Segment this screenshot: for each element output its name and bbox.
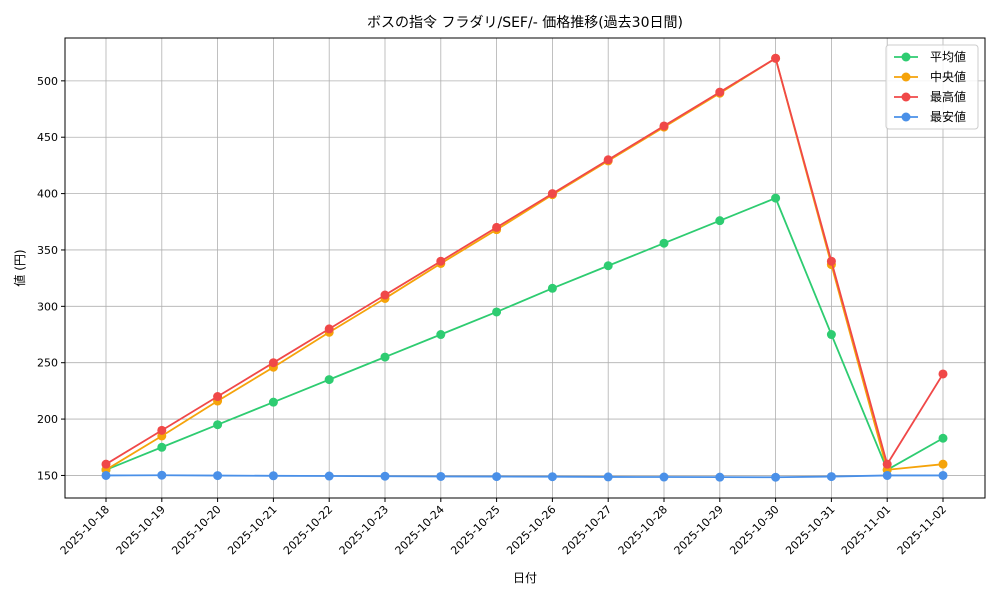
series-line	[105, 56, 944, 467]
data-point	[826, 472, 836, 482]
data-point	[380, 471, 390, 481]
legend-label: 平均値	[930, 49, 966, 64]
legend-marker	[901, 72, 911, 82]
data-point	[547, 472, 557, 482]
data-point	[882, 459, 892, 469]
plot-frame	[64, 37, 986, 499]
y-tick-label: 450	[37, 131, 58, 144]
data-point	[213, 392, 223, 402]
data-point	[157, 425, 167, 435]
x-tick-label: 2025-10-27	[560, 503, 614, 557]
legend-box	[885, 44, 979, 130]
data-point	[715, 87, 725, 97]
data-point	[101, 470, 111, 480]
data-point	[101, 459, 111, 469]
y-tick-label: 350	[37, 244, 58, 257]
chart-title: ボスの指令 フラダリ/SEF/- 価格推移(過去30日間)	[367, 15, 683, 31]
series-4	[101, 470, 948, 482]
legend-marker	[901, 52, 911, 62]
data-point	[380, 290, 390, 300]
data-point	[938, 433, 948, 443]
legend-marker	[901, 92, 911, 102]
x-tick-label: 2025-10-31	[783, 503, 837, 557]
x-tick-label: 2025-10-21	[225, 503, 279, 557]
data-point	[659, 238, 669, 248]
y-axis: 150 200 250 300 350 400 450 500	[37, 75, 65, 482]
data-point	[882, 470, 892, 480]
data-point	[659, 472, 669, 482]
data-point	[659, 121, 669, 131]
data-point	[771, 193, 781, 203]
y-tick-label: 200	[37, 413, 58, 426]
data-point	[938, 470, 948, 480]
series-2	[101, 53, 948, 475]
data-point	[492, 222, 502, 232]
data-point	[436, 256, 446, 266]
x-axis-label: 日付	[513, 571, 537, 585]
data-point	[213, 420, 223, 430]
data-point	[213, 471, 223, 481]
data-point	[492, 307, 502, 317]
data-point	[492, 472, 502, 482]
x-tick-label: 2025-10-26	[504, 503, 558, 557]
data-point	[938, 369, 948, 379]
data-point	[826, 256, 836, 266]
x-axis: 2025-10-18 2025-10-19 2025-10-20 2025-10-21…	[58, 498, 949, 557]
data-point	[324, 471, 334, 481]
data-point	[324, 375, 334, 385]
data-point	[436, 330, 446, 340]
x-tick-label: 2025-10-23	[337, 503, 391, 557]
x-tick-label: 2025-10-19	[114, 503, 168, 557]
y-tick-label: 300	[37, 300, 58, 313]
data-point	[771, 53, 781, 63]
data-point	[715, 472, 725, 482]
data-point	[603, 261, 613, 271]
x-tick-label: 2025-10-20	[169, 503, 223, 557]
data-point	[603, 155, 613, 165]
y-tick-label: 400	[37, 188, 58, 201]
data-point	[938, 459, 948, 469]
series-line	[105, 474, 943, 479]
data-point	[380, 352, 390, 362]
data-point	[268, 471, 278, 481]
data-point	[157, 442, 167, 452]
series-group	[101, 53, 948, 482]
y-tick-label: 500	[37, 75, 58, 88]
data-point	[157, 470, 167, 480]
series-line	[105, 56, 944, 471]
data-point	[771, 472, 781, 482]
x-tick-label: 2025-10-30	[727, 503, 781, 557]
series-1	[101, 193, 948, 475]
data-point	[436, 471, 446, 481]
legend-label: 中央値	[930, 69, 966, 84]
y-axis-label: 値 (円)	[12, 249, 27, 286]
data-point	[715, 216, 725, 226]
x-tick-label: 2025-10-22	[281, 503, 335, 557]
data-point	[324, 324, 334, 334]
data-point	[603, 472, 613, 482]
x-tick-label: 2025-11-01	[839, 503, 893, 557]
legend-label: 最安値	[930, 109, 966, 124]
x-tick-label: 2025-11-02	[895, 503, 949, 557]
data-point	[268, 358, 278, 368]
data-point	[826, 330, 836, 340]
series-3	[101, 53, 948, 469]
x-tick-label: 2025-10-29	[672, 503, 726, 557]
grid-lines	[65, 38, 985, 498]
x-tick-label: 2025-10-28	[616, 503, 670, 557]
data-point	[547, 189, 557, 199]
x-tick-label: 2025-10-18	[58, 503, 112, 557]
legend-label: 最高値	[930, 89, 966, 104]
x-tick-label: 2025-10-25	[448, 503, 502, 557]
x-tick-label: 2025-10-24	[393, 503, 447, 557]
legend-marker	[901, 112, 911, 122]
data-point	[268, 397, 278, 407]
data-point	[547, 283, 557, 293]
y-tick-label: 250	[37, 357, 58, 370]
y-tick-label: 150	[37, 469, 58, 482]
series-line	[105, 196, 944, 472]
